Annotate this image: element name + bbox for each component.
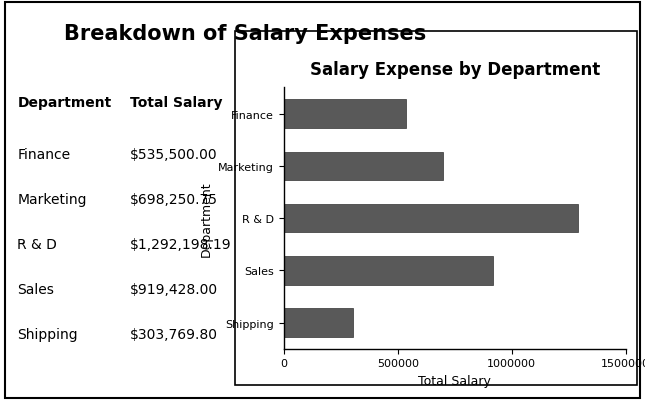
Text: R & D: R & D: [17, 237, 57, 251]
Text: $303,769.80: $303,769.80: [130, 327, 218, 341]
Text: $698,250.75: $698,250.75: [130, 192, 218, 207]
X-axis label: Total Salary: Total Salary: [419, 374, 491, 387]
Title: Salary Expense by Department: Salary Expense by Department: [310, 61, 600, 78]
Text: Breakdown of Salary Expenses: Breakdown of Salary Expenses: [64, 24, 426, 44]
Text: Marketing: Marketing: [17, 192, 87, 207]
Text: $1,292,198.19: $1,292,198.19: [130, 237, 232, 251]
Text: Sales: Sales: [17, 282, 54, 296]
Text: Finance: Finance: [17, 148, 70, 162]
Bar: [284, 308, 353, 337]
Bar: [284, 256, 493, 285]
Y-axis label: Department: Department: [200, 181, 213, 256]
Bar: [284, 204, 579, 233]
Text: Department: Department: [17, 96, 112, 110]
Text: $535,500.00: $535,500.00: [130, 148, 218, 162]
Bar: [284, 100, 406, 129]
Text: $919,428.00: $919,428.00: [130, 282, 219, 296]
Bar: [284, 152, 443, 181]
Text: Shipping: Shipping: [17, 327, 78, 341]
Text: Total Salary: Total Salary: [130, 96, 223, 110]
